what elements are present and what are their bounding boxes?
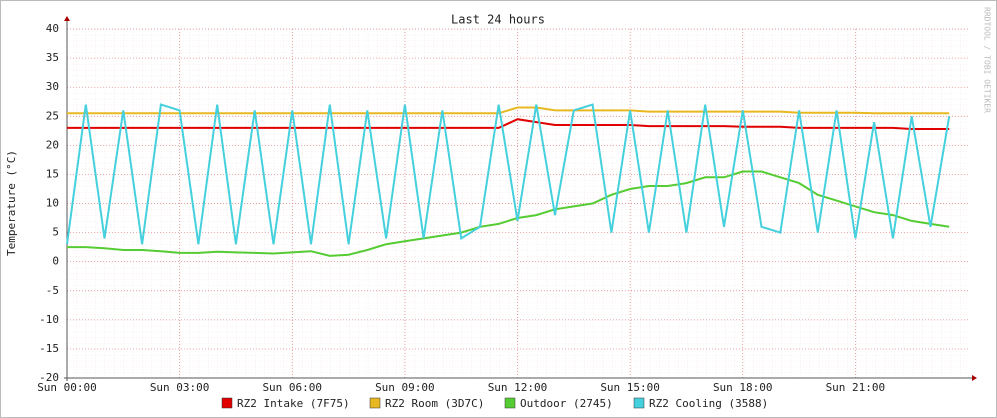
y-tick-label: 30 bbox=[46, 80, 59, 93]
x-tick-label: Sun 09:00 bbox=[375, 381, 435, 394]
legend-swatch bbox=[633, 397, 645, 409]
y-tick-label: 15 bbox=[46, 167, 59, 180]
x-tick-label: Sun 00:00 bbox=[37, 381, 97, 394]
legend-label: Outdoor (2745) bbox=[520, 397, 613, 410]
y-tick-label: 35 bbox=[46, 51, 59, 64]
x-tick-label: Sun 18:00 bbox=[713, 381, 773, 394]
y-tick-label: 0 bbox=[52, 255, 59, 268]
x-tick-label: Sun 21:00 bbox=[826, 381, 886, 394]
legend-swatch bbox=[221, 397, 233, 409]
watermark: RRDTOOL / TOBI OETIKER bbox=[983, 7, 992, 113]
y-tick-label: 25 bbox=[46, 109, 59, 122]
y-tick-label: -5 bbox=[46, 284, 59, 297]
legend-label: RZ2 Cooling (3588) bbox=[649, 397, 768, 410]
y-tick-label: 40 bbox=[46, 22, 59, 35]
x-tick-label: Sun 06:00 bbox=[262, 381, 322, 394]
x-tick-label: Sun 12:00 bbox=[488, 381, 548, 394]
chart-title: Last 24 hours bbox=[451, 13, 545, 27]
series-line bbox=[66, 103, 951, 245]
y-tick-label: 10 bbox=[46, 197, 59, 210]
series-line bbox=[67, 170, 950, 257]
y-tick-label: 20 bbox=[46, 138, 59, 151]
y-tick-label: -15 bbox=[39, 342, 59, 355]
legend-label: RZ2 Room (3D7C) bbox=[385, 397, 484, 410]
legend-swatch bbox=[369, 397, 381, 409]
series-line bbox=[67, 106, 950, 115]
legend-swatch bbox=[504, 397, 516, 409]
y-tick-label: 5 bbox=[52, 226, 59, 239]
legend-label: RZ2 Intake (7F75) bbox=[237, 397, 350, 410]
axis-arrow bbox=[64, 16, 70, 21]
x-tick-label: Sun 15:00 bbox=[600, 381, 660, 394]
axis-arrow bbox=[972, 375, 977, 381]
y-tick-label: -20 bbox=[39, 371, 59, 384]
y-axis-label: Temperature (°C) bbox=[5, 150, 18, 256]
y-tick-label: -10 bbox=[39, 313, 59, 326]
x-tick-label: Sun 03:00 bbox=[150, 381, 210, 394]
